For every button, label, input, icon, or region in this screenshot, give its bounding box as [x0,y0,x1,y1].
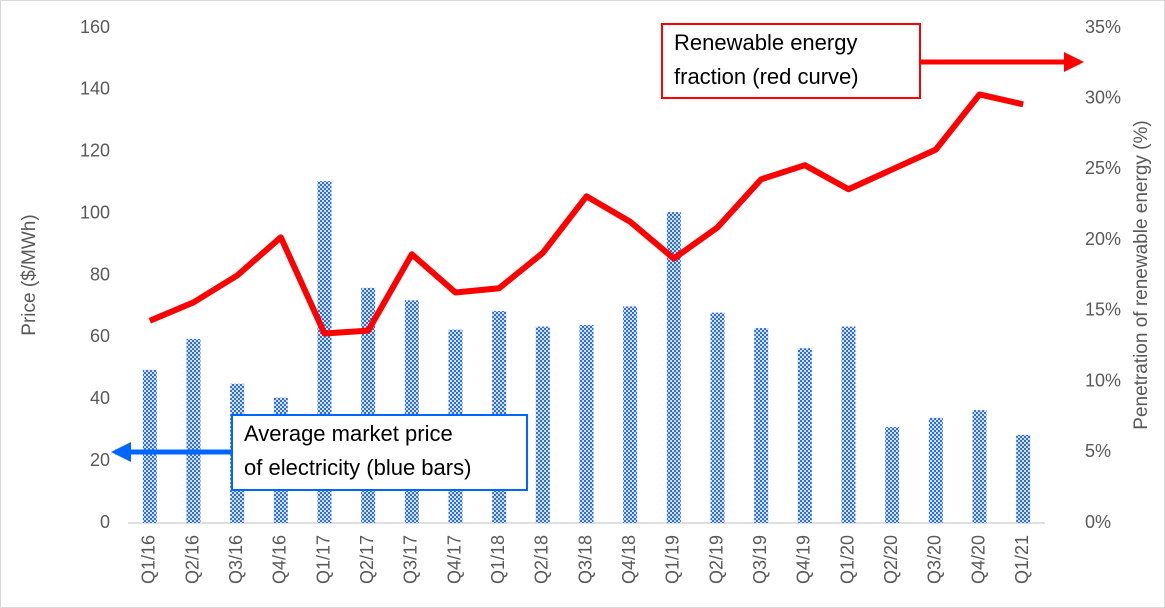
y-tick-label: 0 [100,512,110,532]
bar [623,306,638,523]
y-tick-label: 140 [80,79,110,99]
y-tick-label: 100 [80,202,110,222]
y-tick-label: 20 [90,450,110,470]
x-tick-label: Q1/20 [837,535,857,584]
x-tick-label: Q4/17 [444,535,464,584]
x-tick-label: Q1/17 [313,535,333,584]
bar [186,338,201,523]
x-tick-label: Q2/17 [357,535,377,584]
bar [710,312,725,523]
x-tick-label: Q3/18 [575,535,595,584]
line [148,91,1024,337]
bar [928,417,943,523]
y2-tick-label: 30% [1085,87,1121,107]
x-tick-label: Q3/20 [925,535,945,584]
y-tick-label: 40 [90,388,110,408]
y-tick-label: 60 [90,326,110,346]
annotation-text: Renewable energy [674,30,857,55]
bar [885,427,900,523]
x-tick-label: Q3/19 [750,535,770,584]
y2-tick-label: 15% [1085,300,1121,320]
x-tick-label: Q3/17 [401,535,421,584]
y2-tick-label: 0% [1085,512,1111,532]
x-tick-label: Q1/19 [663,535,683,584]
bar [754,328,769,523]
y2-axis-title: Penetration of renewable energy (%) [1131,120,1152,429]
annotation-text: of electricity (blue bars) [244,455,471,480]
bar [841,326,856,523]
x-tick-label: Q1/16 [139,535,159,584]
y2-tick-label: 10% [1085,370,1121,390]
y-tick-label: 80 [90,264,110,284]
x-tick-label: Q2/16 [182,535,202,584]
x-tick-label: Q4/20 [968,535,988,584]
bar [142,369,157,523]
x-tick-label: Q2/18 [532,535,552,584]
y2-tick-label: 20% [1085,229,1121,249]
annotation-box [661,23,921,99]
annotation-text: fraction (red curve) [674,64,859,89]
bar [972,410,987,523]
y2-tick-label: 35% [1085,17,1121,37]
y-tick-label: 160 [80,17,110,37]
annotation-box [231,414,528,491]
x-tick-label: Q4/16 [270,535,290,584]
x-tick-label: Q2/19 [706,535,726,584]
x-tick-label: Q4/18 [619,535,639,584]
x-tick-label: Q2/20 [881,535,901,584]
y2-tick-label: 5% [1085,441,1111,461]
x-tick-label: Q3/16 [226,535,246,584]
x-tick-label: Q4/19 [794,535,814,584]
y-tick-label: 120 [80,141,110,161]
y2-tick-label: 25% [1085,158,1121,178]
bar [579,325,594,523]
annotation-text: Average market price [244,421,453,446]
x-tick-label: Q1/21 [1012,535,1032,584]
bar [666,212,681,523]
bar [797,348,812,523]
bar [1016,434,1031,523]
x-tick-label: Q1/18 [488,535,508,584]
bar [535,326,550,523]
y-axis-title: Price ($/MWh) [19,214,40,335]
